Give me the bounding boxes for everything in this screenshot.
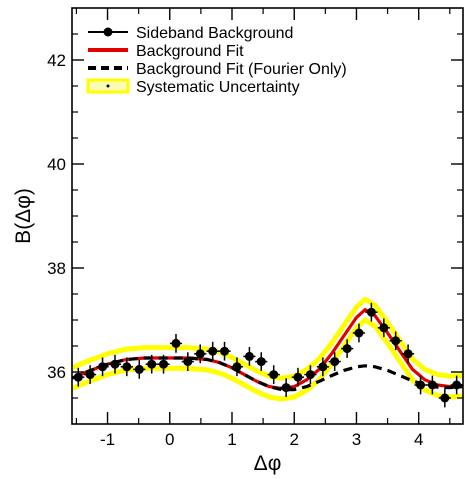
x-tick-label: 4: [414, 430, 423, 449]
data-marker: [110, 359, 120, 369]
legend-entry: Background Fit (Fourier Only): [88, 61, 347, 78]
data-marker: [85, 370, 95, 380]
data-point: [438, 388, 451, 408]
data-marker: [330, 357, 340, 367]
data-point: [414, 375, 427, 395]
data-point: [169, 334, 183, 353]
data-marker: [354, 328, 364, 338]
x-tick-label: 3: [352, 430, 361, 449]
data-marker: [269, 370, 279, 380]
data-marker: [122, 362, 132, 372]
x-tick-label: 1: [227, 430, 236, 449]
x-tick-label: 2: [289, 430, 298, 449]
data-marker: [147, 359, 157, 369]
legend-label: Systematic Uncertainty: [136, 79, 300, 96]
data-marker: [208, 346, 218, 356]
data-marker: [134, 364, 144, 374]
data-marker: [391, 336, 401, 346]
y-tick-label: 42: [47, 51, 66, 70]
data-marker: [281, 383, 291, 393]
data-marker: [220, 346, 230, 356]
data-marker: [305, 370, 315, 380]
y-tick-label: 36: [47, 363, 66, 382]
data-point: [206, 341, 219, 361]
data-point: [316, 357, 329, 377]
data-point: [389, 331, 402, 351]
data-points-layer: [72, 302, 463, 408]
fit-curve-layer: [72, 308, 463, 392]
data-point: [133, 360, 146, 379]
data-point: [365, 302, 378, 322]
data-point: [402, 344, 415, 364]
data-marker: [452, 380, 462, 390]
data-point: [255, 352, 268, 371]
data-point: [291, 367, 305, 387]
legend-entry: Background Fit: [88, 43, 244, 60]
data-point: [145, 354, 158, 374]
data-point: [96, 357, 109, 377]
legend-entry: Systematic Uncertainty: [86, 78, 300, 96]
data-marker: [244, 351, 254, 361]
data-point: [157, 354, 170, 374]
legend-label: Background Fit: [136, 43, 244, 60]
band-lower-edge: [72, 317, 463, 402]
data-point: [341, 339, 354, 358]
data-marker: [183, 357, 193, 367]
y-tick-label: 40: [47, 155, 66, 174]
data-marker: [366, 307, 376, 317]
data-marker: [195, 349, 205, 359]
data-point: [450, 375, 463, 395]
data-point: [328, 352, 341, 371]
legend-swatch-marker: [103, 27, 113, 37]
x-tick-label: -1: [100, 430, 115, 449]
data-point: [243, 347, 256, 366]
data-point: [72, 367, 85, 387]
data-point: [377, 318, 390, 338]
data-point: [267, 365, 280, 384]
uncertainty-band-layer: [72, 296, 463, 402]
data-marker: [403, 349, 413, 359]
x-tick-label: 0: [165, 430, 174, 449]
data-marker: [379, 323, 389, 333]
data-point: [304, 365, 317, 384]
y-axis-title: B(Δφ): [12, 188, 35, 244]
legend-swatch-dot: [106, 84, 110, 88]
data-marker: [427, 380, 437, 390]
data-point: [218, 341, 231, 361]
data-marker: [342, 344, 352, 354]
data-point: [108, 354, 122, 374]
legend-entry: Sideband Background: [88, 25, 293, 42]
data-point: [120, 357, 133, 377]
data-marker: [293, 372, 303, 382]
data-marker: [159, 359, 169, 369]
data-marker: [98, 362, 108, 372]
data-marker: [171, 338, 181, 348]
data-point: [280, 378, 293, 397]
data-marker: [416, 380, 426, 390]
fourier-only-fit-line: [72, 356, 463, 392]
data-point: [230, 357, 244, 377]
legend-label: Background Fit (Fourier Only): [136, 61, 347, 78]
data-marker: [256, 357, 266, 367]
data-point: [181, 352, 194, 371]
data-marker: [73, 372, 83, 382]
x-axis-title: Δφ: [254, 452, 282, 475]
data-marker: [440, 393, 450, 403]
legend-label: Sideband Background: [136, 25, 293, 42]
y-tick-label: 38: [47, 259, 66, 278]
data-point: [426, 375, 439, 395]
data-point: [84, 365, 97, 384]
data-marker: [318, 362, 328, 372]
data-point: [352, 323, 366, 343]
data-point: [194, 344, 207, 364]
data-marker: [232, 362, 242, 372]
